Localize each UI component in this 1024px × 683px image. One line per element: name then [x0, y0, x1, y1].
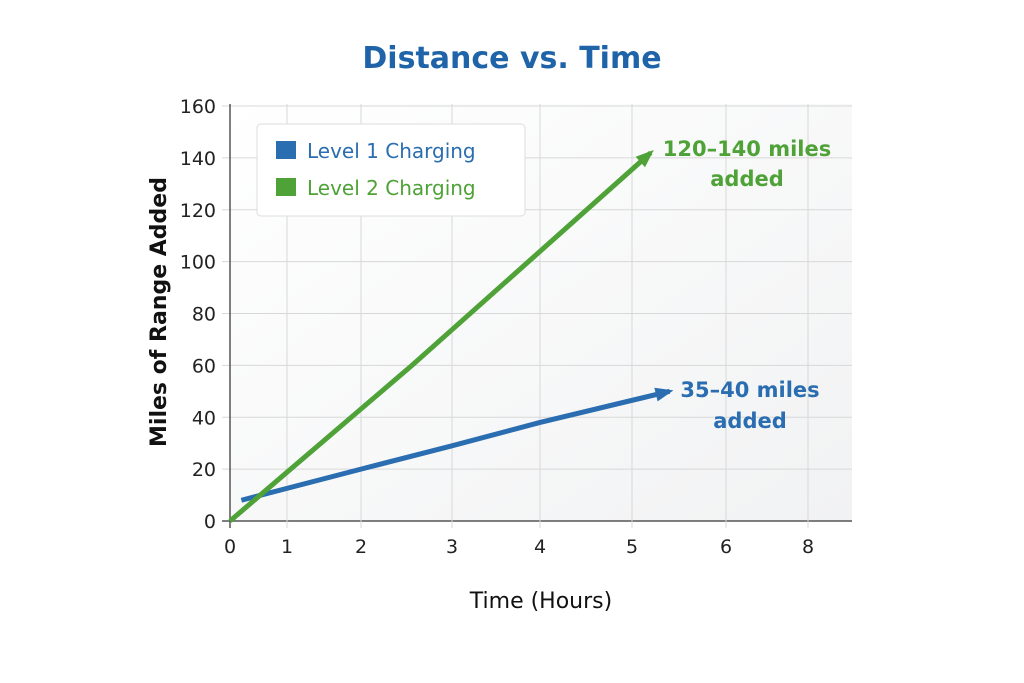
x-tick-label: 2 [355, 536, 367, 558]
x-tick-label: 0 [224, 536, 236, 558]
y-axis-label: Miles of Range Added [147, 177, 172, 447]
legend-box [256, 123, 526, 217]
y-tick-label: 100 [180, 252, 216, 274]
y-tick-label: 0 [204, 511, 216, 533]
y-tick-label: 60 [192, 355, 216, 377]
arrowhead-level-2 [635, 150, 654, 168]
x-tick-label: 3 [446, 536, 458, 558]
x-tick-label: 4 [534, 536, 546, 558]
chart-title: Distance vs. Time [362, 41, 661, 76]
y-tick-label: 80 [192, 304, 216, 326]
x-tick-label: 5 [626, 536, 638, 558]
annotation-level-1-line2: added [713, 409, 787, 433]
legend-label-level-2: Level 2 Charging [307, 176, 476, 200]
ticks: 0 20 40 60 80 100 120 140 160 0 1 2 3 4 5 6 8 [180, 96, 814, 558]
legend-swatch-level-1 [276, 141, 296, 159]
y-tick-label: 40 [192, 407, 216, 429]
legend-label-level-1: Level 1 Charging [307, 139, 476, 163]
legend: Level 1 Charging Level 2 Charging [256, 123, 526, 217]
y-tick-label: 120 [180, 200, 216, 222]
x-tick-label: 6 [720, 536, 732, 558]
x-tick-label: 1 [281, 536, 293, 558]
annotation-level-2: 120–140 miles added [663, 137, 832, 191]
annotation-level-1: 35–40 miles added [680, 378, 819, 433]
series [228, 150, 674, 523]
annotation-level-1-line1: 35–40 miles [680, 378, 819, 402]
annotation-level-2-line2: added [710, 167, 784, 191]
y-tick-label: 20 [192, 459, 216, 481]
legend-swatch-level-2 [276, 178, 296, 196]
y-tick-label: 160 [180, 96, 216, 118]
arrowhead-level-1 [654, 387, 674, 402]
annotation-level-2-line1: 120–140 miles [663, 137, 832, 161]
x-tick-label: 8 [802, 536, 814, 558]
x-axis-label: Time (Hours) [469, 589, 612, 614]
y-tick-label: 140 [180, 148, 216, 170]
